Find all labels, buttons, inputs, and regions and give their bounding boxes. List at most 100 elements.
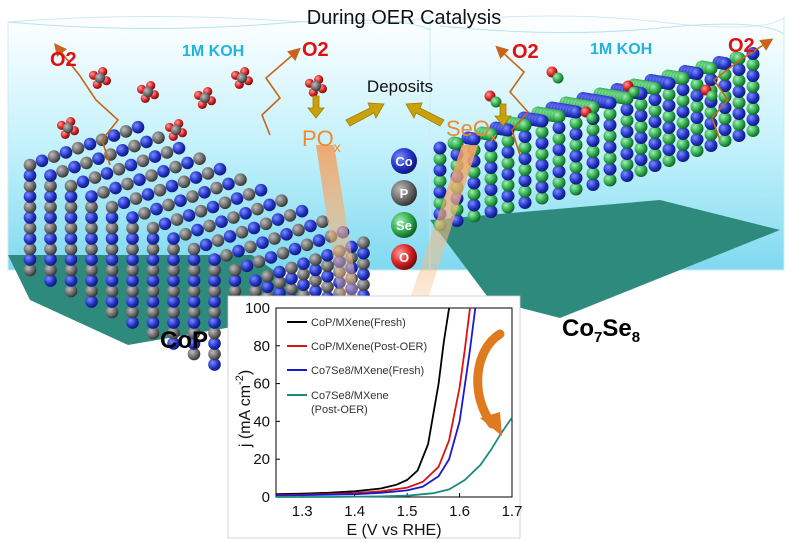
atom	[187, 316, 201, 329]
atom	[648, 115, 662, 128]
atom	[518, 141, 532, 154]
atom	[535, 158, 549, 172]
atom	[150, 202, 163, 216]
atom	[746, 113, 760, 126]
left-spotlight-cone	[316, 145, 360, 305]
atom	[569, 105, 583, 119]
atom	[357, 257, 370, 271]
atom	[211, 234, 225, 247]
atom	[273, 276, 286, 289]
atom	[501, 189, 515, 203]
right-spotlight-cone	[408, 145, 478, 305]
molecule	[89, 67, 111, 89]
atom	[467, 132, 481, 146]
atom	[285, 261, 298, 275]
series-line-0	[275, 307, 450, 496]
atom	[23, 179, 37, 193]
atom	[97, 186, 110, 199]
atom	[620, 136, 634, 149]
atom	[230, 192, 244, 205]
atom	[662, 121, 676, 134]
atom	[732, 118, 746, 131]
atom	[240, 259, 254, 273]
atom	[586, 167, 600, 180]
atom	[167, 316, 180, 329]
atom	[292, 223, 305, 237]
atom	[124, 158, 138, 172]
atom	[126, 242, 139, 256]
atom	[146, 284, 160, 298]
atom	[199, 238, 213, 252]
atom	[704, 73, 718, 86]
atom	[194, 204, 208, 218]
atom	[467, 209, 481, 223]
atom	[634, 109, 648, 122]
o2-label: O2	[50, 49, 77, 71]
atom	[182, 209, 196, 222]
atom	[718, 79, 732, 92]
atom	[88, 171, 102, 184]
atom	[126, 295, 139, 308]
atom	[746, 58, 760, 71]
atom	[569, 127, 583, 141]
atom	[662, 110, 676, 123]
atom	[208, 284, 221, 298]
atom	[105, 221, 119, 235]
chart-legend-item: CoP/MXene(Fresh)	[287, 317, 406, 329]
atom	[23, 169, 37, 182]
legend-text: Co7Se8/MXene	[311, 390, 389, 402]
x-axis-label: E (V vs RHE)	[346, 522, 441, 539]
atom	[133, 173, 146, 186]
atom	[732, 96, 746, 109]
atom	[676, 138, 690, 151]
atom	[80, 156, 93, 170]
atom	[603, 96, 617, 110]
atom	[704, 117, 718, 130]
atom	[187, 295, 201, 308]
atom	[634, 142, 648, 155]
atom	[603, 162, 617, 176]
atom	[586, 156, 600, 169]
atom	[450, 137, 464, 150]
atom	[85, 221, 98, 235]
atom	[252, 255, 266, 268]
atom	[148, 150, 162, 163]
atom	[552, 176, 566, 189]
atom	[85, 190, 98, 203]
atom	[484, 194, 498, 207]
legend-item-co: Co	[391, 148, 417, 174]
x-tick-label: 1.5	[397, 503, 418, 520]
atom	[249, 274, 262, 287]
atom	[690, 89, 704, 102]
atom	[64, 274, 78, 287]
shift-arrow-head	[480, 412, 502, 436]
atom	[23, 232, 37, 245]
atom	[126, 316, 139, 329]
atom	[518, 152, 532, 165]
atom	[249, 284, 262, 298]
atom	[167, 305, 180, 319]
atom	[648, 126, 662, 139]
atom	[316, 215, 329, 228]
atom	[126, 211, 139, 224]
atom	[64, 179, 78, 193]
atom	[44, 221, 57, 235]
atom	[357, 278, 370, 292]
x-tick-label: 1.3	[292, 503, 313, 520]
atom	[56, 165, 69, 178]
molecule	[622, 80, 640, 98]
atom	[535, 114, 549, 128]
atom	[107, 129, 121, 142]
atom	[223, 230, 237, 243]
chart-legend-item: CoP/MXene(Post-OER)	[287, 341, 427, 353]
y-axis-label: j (mA cm-2)	[234, 370, 254, 448]
atom	[263, 198, 276, 212]
atom	[295, 204, 309, 218]
legend-text: CoP/MXene(Fresh)	[311, 317, 406, 329]
o2-pathways	[54, 38, 774, 166]
atom	[105, 263, 119, 277]
atom	[283, 209, 297, 222]
atom	[187, 337, 201, 350]
atom	[187, 347, 201, 361]
